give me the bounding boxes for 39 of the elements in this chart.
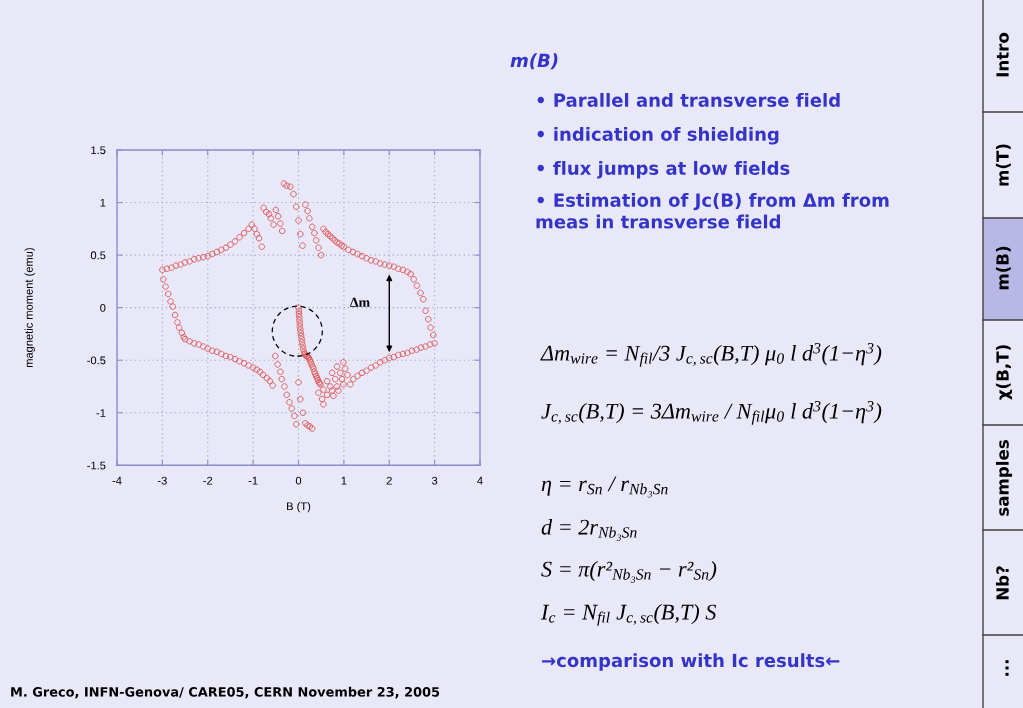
text: • indication of shielding xyxy=(537,127,779,145)
x-tick-label: 1 xyxy=(341,476,347,485)
text: m(B) xyxy=(510,53,558,70)
text: m(T) xyxy=(995,144,1011,186)
text: Nb? xyxy=(995,566,1009,600)
text: S = π(r²$_{Nb₃Sn}$ − r²$_{Sn}$) xyxy=(541,561,717,583)
y-tick-label: -1.5 xyxy=(87,461,106,470)
x-tick-label: -1 xyxy=(248,476,258,485)
text: M. Greco, INFN-Genova/ CARE05, CERN November 23, 2005 xyxy=(11,686,440,699)
y-tick-label: -1 xyxy=(96,409,106,417)
x-tick-label: 0 xyxy=(295,476,302,485)
y-axis-title: magnetic moment (emu) xyxy=(24,248,35,368)
y-tick-label: 1.5 xyxy=(91,146,106,155)
text: Intro xyxy=(996,32,1009,77)
annotation: Δm xyxy=(350,297,370,307)
text: • Parallel and transverse field xyxy=(537,93,840,107)
x-tick-label: -3 xyxy=(157,476,167,485)
text: d = 2r$_{Nb₃Sn}$ xyxy=(541,519,637,541)
text: I$_{c}$ = N$_{fil}$ J$_{c,sc}$(B,T) S xyxy=(540,604,717,626)
text: • flux jumps at low fields xyxy=(537,161,790,179)
x-tick-label: 4 xyxy=(477,476,483,485)
text: ... xyxy=(1005,660,1009,676)
text: • Estimation of Jc(B) from Δm from meas in transverse field xyxy=(536,193,889,229)
x-tick-label: -2 xyxy=(203,476,213,485)
y-tick-label: 1 xyxy=(100,198,106,207)
text: m(B) xyxy=(995,246,1011,290)
x-tick-label: 3 xyxy=(431,476,438,485)
text: samples xyxy=(995,440,1013,516)
text: η = r$_{Sn}$ / r$_{Nb₃Sn}$ xyxy=(541,476,668,498)
y-tick-label: 0 xyxy=(100,303,106,312)
text: Δm$_{wire}$ = N$_{fil}$/3 J$_{c,sc}$(B,T) μ$_{0}$ l d$^{3}$(1−η$^{3}$) xyxy=(540,343,882,367)
text: J$_{c,sc}$(B,T) = 3Δm$_{wire}$ / N$_{fil}$μ$_{0}$ l d$^{3}$(1−η$^{3}$) xyxy=(541,401,882,425)
x-axis-title: B (T) xyxy=(287,502,311,513)
text: →comparison with Ic results← xyxy=(542,653,840,671)
x-tick-label: 2 xyxy=(386,476,392,485)
x-tick-label: -4 xyxy=(112,476,122,485)
text: χ(B,T) xyxy=(995,345,1013,400)
y-tick-label: 0.5 xyxy=(90,251,106,260)
y-tick-label: -0.5 xyxy=(87,356,106,365)
